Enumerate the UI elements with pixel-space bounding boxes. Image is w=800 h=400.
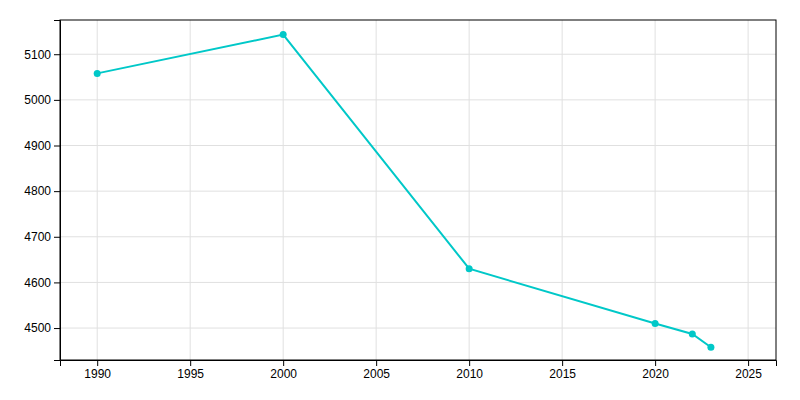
y-tick-mark xyxy=(54,282,60,283)
grid-line-x xyxy=(655,20,656,360)
point xyxy=(466,265,473,272)
point xyxy=(652,320,659,327)
grid-line-y xyxy=(60,54,776,55)
grid-line-x xyxy=(283,20,284,360)
y-tick-mark xyxy=(54,54,60,55)
x-tick: 1990 xyxy=(84,360,111,381)
y-tick-label: 5000 xyxy=(24,93,51,107)
y-tick: 4800 xyxy=(24,184,60,198)
x-axis: 1990 1995 2000 2005 2010 2015 2020 2025 xyxy=(61,360,777,381)
y-axis: 4500 4600 4700 4800 4900 5000 5100 xyxy=(24,21,60,361)
grid-line-y xyxy=(60,191,776,192)
x-tick: 2000 xyxy=(270,360,297,381)
grid-line-x xyxy=(748,20,749,360)
y-tick-mark xyxy=(54,191,60,192)
point xyxy=(707,344,714,351)
y-tick: 4700 xyxy=(24,230,60,244)
x-tick: 2010 xyxy=(456,360,483,381)
grid xyxy=(60,20,776,360)
grid-line-x xyxy=(190,20,191,360)
y-tick-label: 4700 xyxy=(24,230,51,244)
y-tick-label: 4500 xyxy=(24,321,51,335)
y-tick: 4600 xyxy=(24,276,60,290)
x-tick: 2025 xyxy=(735,360,762,381)
y-tick-mark xyxy=(54,237,60,238)
x-tick: 2015 xyxy=(549,360,576,381)
x-tick-mark xyxy=(748,360,749,366)
grid-line-y xyxy=(60,282,776,283)
x-tick-mark xyxy=(655,360,656,366)
y-tick: 5000 xyxy=(24,93,60,107)
y-tick-label: 4900 xyxy=(24,139,51,153)
grid-line-y xyxy=(60,236,776,237)
x-tick-mark xyxy=(283,360,284,366)
grid-line-x xyxy=(376,20,377,360)
x-tick-label: 2020 xyxy=(642,367,669,381)
y-tick: 5100 xyxy=(24,48,60,62)
x-tick: 2005 xyxy=(363,360,390,381)
grid-line-x xyxy=(562,20,563,360)
x-tick-label: 2025 xyxy=(735,367,762,381)
y-tick-label: 5100 xyxy=(24,48,51,62)
x-tick: 1995 xyxy=(177,360,204,381)
chart: 1990 1995 2000 2005 2010 2015 2020 2025 4500 4600… xyxy=(0,0,800,400)
y-tick-mark xyxy=(54,100,60,101)
line xyxy=(97,35,711,348)
y-tick-label: 4800 xyxy=(24,184,51,198)
x-tick-mark xyxy=(376,360,377,366)
x-tick-mark xyxy=(562,360,563,366)
x-tick-mark xyxy=(190,360,191,366)
plot-frame xyxy=(60,20,776,360)
y-tick: 4500 xyxy=(24,321,60,335)
grid-line-x xyxy=(469,20,470,360)
x-tick-label: 2000 xyxy=(270,367,297,381)
x-tick-label: 2005 xyxy=(363,367,390,381)
y-tick-mark xyxy=(54,146,60,147)
x-tick-label: 1990 xyxy=(84,367,111,381)
x-tick-mark xyxy=(469,360,470,366)
grid-line-y xyxy=(60,145,776,146)
y-tick-mark xyxy=(54,328,60,329)
point xyxy=(280,31,287,38)
x-tick: 2020 xyxy=(642,360,669,381)
plot-area: 1990 1995 2000 2005 2010 2015 2020 2025 4500 4600… xyxy=(24,20,776,381)
x-tick-mark xyxy=(97,360,98,366)
x-tick-label: 2015 xyxy=(549,367,576,381)
y-tick-label: 4600 xyxy=(24,276,51,290)
x-tick-label: 2010 xyxy=(456,367,483,381)
point xyxy=(689,330,696,337)
x-axis-line xyxy=(61,361,777,367)
x-tick-label: 1995 xyxy=(177,367,204,381)
y-tick: 4900 xyxy=(24,139,60,153)
point xyxy=(94,70,101,77)
series xyxy=(94,31,715,351)
grid-line-y xyxy=(60,99,776,100)
